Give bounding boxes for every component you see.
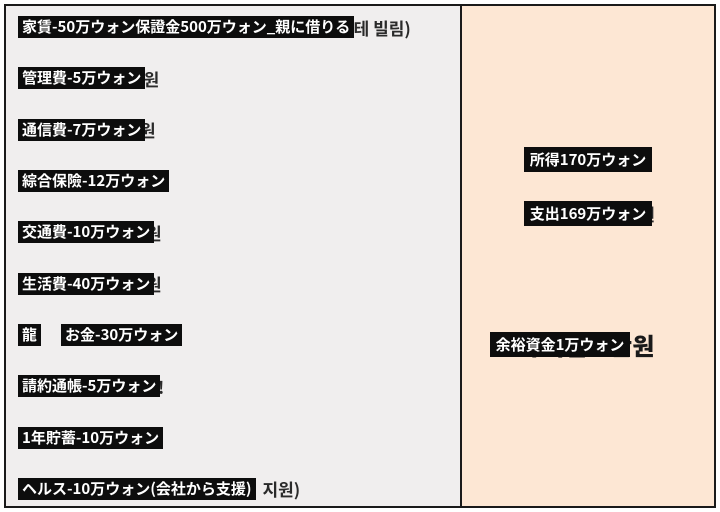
telecom-label: 通信費-7万ウォン	[18, 119, 145, 141]
rent-label: 家賃-50万ウォン保證金500万ウォン_親に借りる	[18, 16, 354, 38]
summary-top-block: 원 所得170万ウォン ㅏ원 支出169万ウォン	[524, 146, 653, 226]
expense-row-health: ㅓ 지원) ヘルス-10万ウォン(会社から支援)	[18, 476, 448, 502]
income-label: 所得170万ウォン	[524, 147, 653, 172]
expense-row-insurance: ! 綜合保險-12万ウォン	[18, 168, 448, 194]
expense-row-telecom: 원 通信費-7万ウォン	[18, 117, 448, 143]
income-row: 원 所得170万ウォン	[524, 146, 653, 172]
expense-row-transport: 원 交通費-10万ウォン	[18, 219, 448, 245]
living-label: 生活費-40万ウォン	[18, 273, 154, 295]
expense-row-rent: 한테 빌림) 家賃-50万ウォン保證金500万ウォン_親に借りる	[18, 14, 448, 40]
subscription-label: 請約通帳-5万ウォン	[18, 375, 160, 397]
budget-frame: 한테 빌림) 家賃-50万ウォン保證金500万ウォン_親に借りる ㅏ원 管理費-…	[4, 4, 716, 508]
expense-row-living: 원 生活費-40万ウォン	[18, 271, 448, 297]
money-label: お金-30万ウォン	[61, 324, 182, 346]
expense-row-money: 龍 お金-30万ウォン	[18, 322, 448, 348]
expense-row-savings1yr: ! 1年貯蓄-10万ウォン	[18, 425, 448, 451]
expense-row-mgmt: ㅏ원 管理費-5万ウォン	[18, 65, 448, 91]
money-prefix: 龍	[18, 324, 41, 346]
summary-panel: 원 所得170万ウォン ㅏ원 支出169万ウォン ㅓ자즘 1만원 余裕資金1万ウ…	[462, 6, 714, 506]
expense-row-subscription: ! 請約通帳-5万ウォン	[18, 373, 448, 399]
expense-row: ㅏ원 支出169万ウォン	[524, 200, 653, 226]
mgmt-label: 管理費-5万ウォン	[18, 67, 145, 89]
insurance-label: 綜合保險-12万ウォン	[18, 170, 169, 192]
health-label: ヘルス-10万ウォン(会社から支援)	[18, 478, 256, 500]
transport-label: 交通費-10万ウォン	[18, 221, 154, 243]
expense-list-panel: 한테 빌림) 家賃-50万ウォン保證金500万ウォン_親に借りる ㅏ원 管理費-…	[6, 6, 462, 506]
savings-label: 余裕資金1万ウォン	[490, 332, 631, 357]
savings-row: ㅓ자즘 1만원 余裕資金1万ウォン	[518, 326, 659, 362]
expense-label: 支出169万ウォン	[524, 201, 653, 226]
savings1yr-label: 1年貯蓄-10万ウォン	[18, 427, 163, 449]
